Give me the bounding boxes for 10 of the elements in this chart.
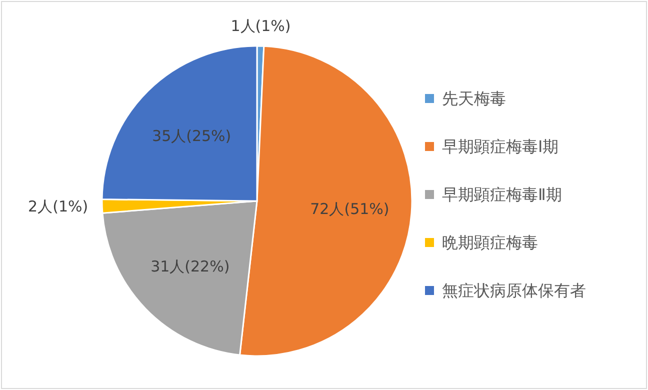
data-label: 31人(22%)	[150, 258, 230, 276]
legend-label: 晩期顕症梅毒	[442, 233, 538, 252]
data-label: 72人(51%)	[310, 200, 390, 218]
data-label: 35人(25%)	[152, 126, 232, 145]
data-label: 1人(1%)	[230, 17, 291, 36]
legend-label: 早期顕症梅毒Ⅰ期	[442, 137, 559, 156]
legend-label: 無症状病原体保有者	[442, 281, 586, 300]
data-label: 2人(1%)	[28, 198, 88, 216]
legend-label: 早期顕症梅毒Ⅱ期	[442, 185, 562, 204]
legend-label: 先天梅毒	[442, 89, 506, 108]
